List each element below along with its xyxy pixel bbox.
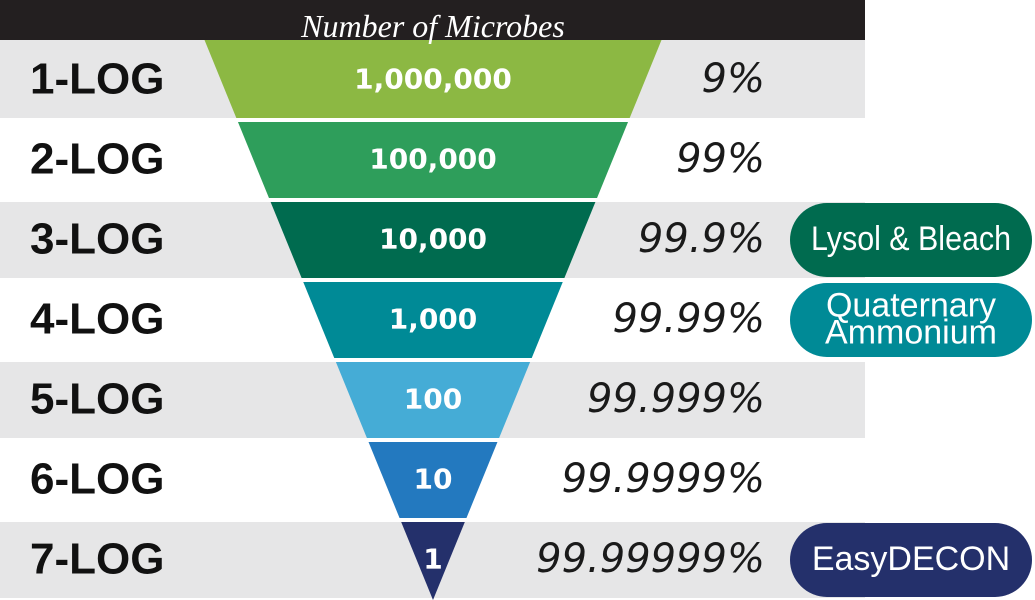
badge-text: Quaternary bbox=[826, 287, 996, 325]
log-label: 4-LOG bbox=[30, 295, 164, 344]
badge-text: Lysol & Bleach bbox=[811, 220, 1011, 258]
log-label: 1-LOG bbox=[30, 55, 164, 104]
log-label: 6-LOG bbox=[30, 455, 164, 504]
badge bbox=[790, 283, 1032, 357]
log-label: 2-LOG bbox=[30, 135, 164, 184]
funnel-segment bbox=[368, 442, 498, 518]
header-bar bbox=[0, 0, 865, 40]
kill-percent: 99.999% bbox=[587, 376, 765, 422]
microbe-count: 100,000 bbox=[369, 143, 497, 176]
microbe-count: 1 bbox=[423, 543, 442, 576]
badge-text: EasyDECON bbox=[812, 540, 1010, 578]
funnel-segment bbox=[335, 362, 531, 438]
header-title: Number of Microbes bbox=[300, 8, 565, 44]
badge-text: Ammonium bbox=[825, 314, 997, 352]
kill-percent: 99% bbox=[676, 136, 765, 182]
kill-percent: 9% bbox=[702, 56, 765, 102]
funnel-segment bbox=[237, 122, 629, 198]
microbe-count: 100 bbox=[404, 383, 462, 416]
kill-percent: 99.99999% bbox=[536, 536, 765, 582]
microbe-count: 1,000,000 bbox=[354, 63, 512, 96]
funnel-segment bbox=[401, 522, 465, 600]
funnel-segment bbox=[204, 40, 662, 118]
kill-percent: 99.99% bbox=[612, 296, 765, 342]
badge bbox=[790, 523, 1032, 597]
kill-percent: 99.9999% bbox=[562, 456, 765, 502]
log-label: 5-LOG bbox=[30, 375, 164, 424]
badge bbox=[790, 203, 1032, 277]
kill-percent: 99.9% bbox=[638, 216, 765, 262]
microbe-count: 10,000 bbox=[379, 223, 487, 256]
microbe-count: 1,000 bbox=[389, 303, 478, 336]
funnel-segment bbox=[270, 202, 596, 278]
log-label: 7-LOG bbox=[30, 535, 164, 584]
microbe-count: 10 bbox=[414, 463, 453, 496]
log-label: 3-LOG bbox=[30, 215, 164, 264]
funnel-segment bbox=[303, 282, 563, 358]
